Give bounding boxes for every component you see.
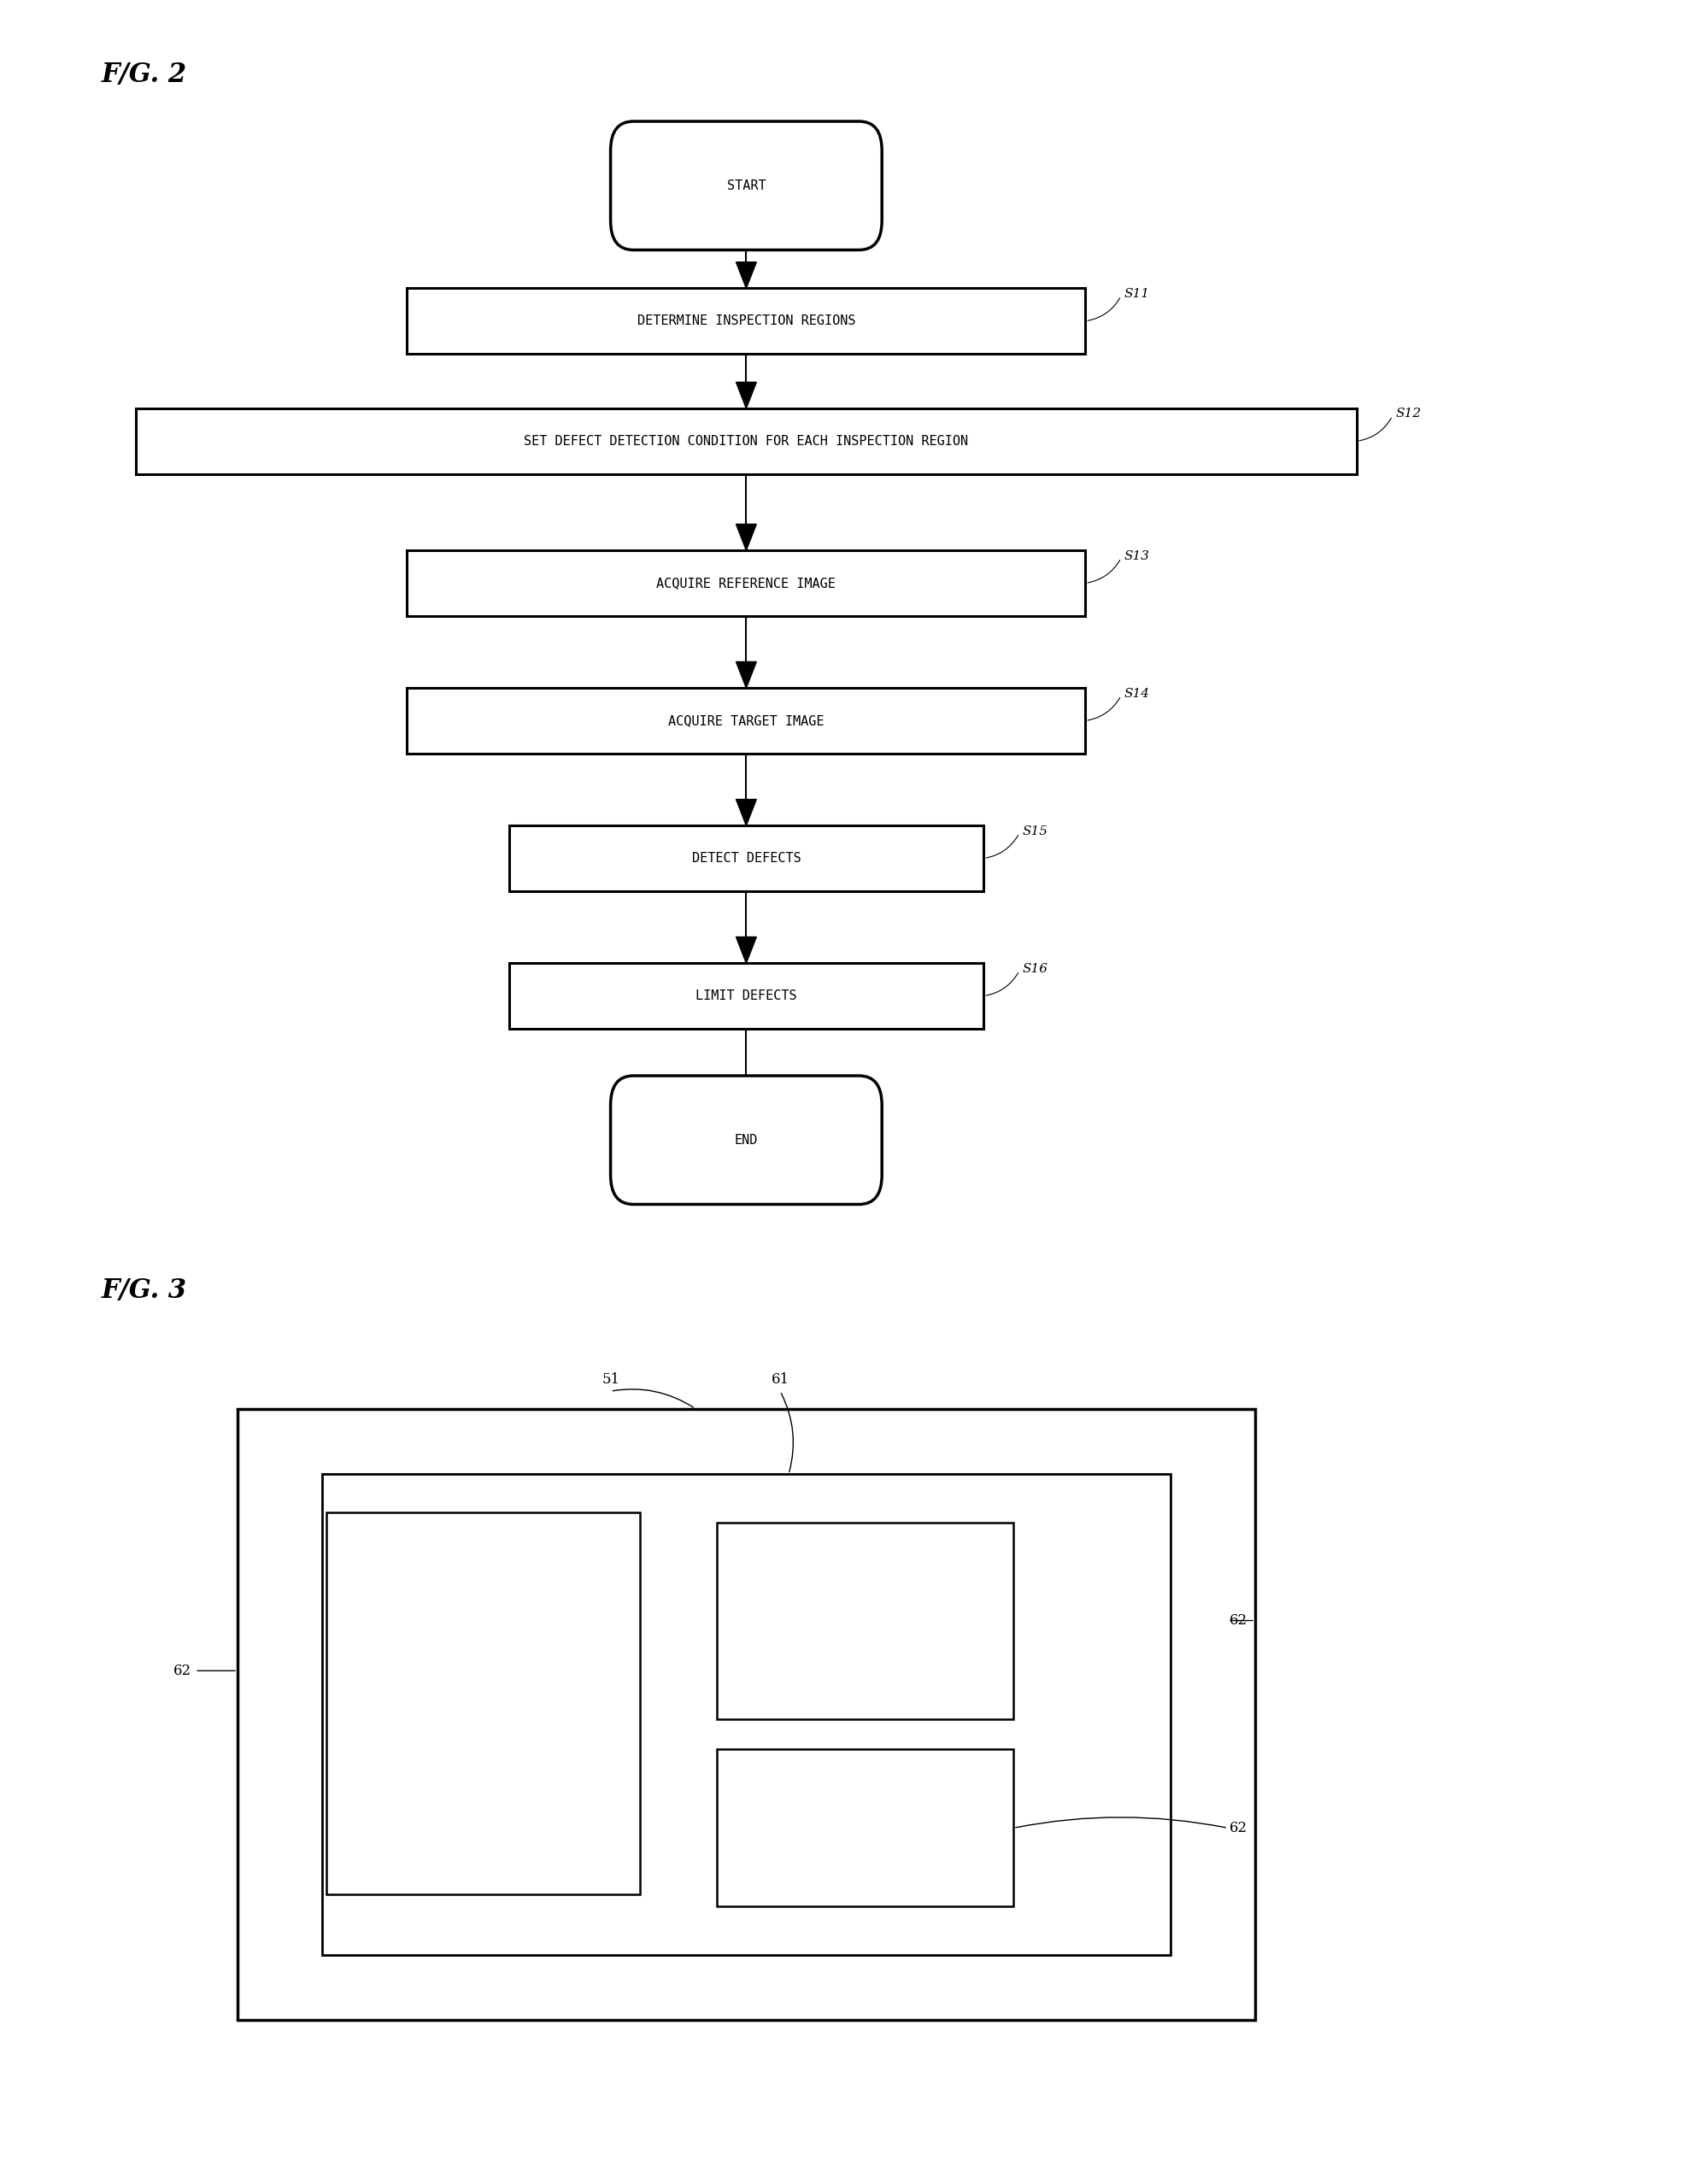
Polygon shape [736, 799, 756, 826]
Text: ACQUIRE REFERENCE IMAGE: ACQUIRE REFERENCE IMAGE [656, 577, 836, 590]
FancyBboxPatch shape [716, 1749, 1013, 1907]
FancyBboxPatch shape [136, 408, 1357, 474]
FancyBboxPatch shape [407, 688, 1085, 753]
Text: 62: 62 [1230, 1821, 1248, 1835]
FancyBboxPatch shape [611, 122, 882, 249]
Polygon shape [736, 1079, 756, 1105]
Text: 51: 51 [602, 1372, 621, 1387]
FancyBboxPatch shape [237, 1409, 1255, 2020]
Text: ACQUIRE TARGET IMAGE: ACQUIRE TARGET IMAGE [668, 714, 824, 727]
Text: SET DEFECT DETECTION CONDITION FOR EACH INSPECTION REGION: SET DEFECT DETECTION CONDITION FOR EACH … [524, 435, 968, 448]
Text: S14: S14 [1124, 688, 1150, 699]
FancyBboxPatch shape [509, 826, 984, 891]
FancyBboxPatch shape [326, 1511, 641, 1894]
Text: END: END [734, 1133, 758, 1147]
FancyBboxPatch shape [509, 963, 984, 1029]
FancyBboxPatch shape [322, 1474, 1170, 1955]
Polygon shape [736, 382, 756, 408]
Text: DETECT DEFECTS: DETECT DEFECTS [692, 852, 801, 865]
Text: 61: 61 [772, 1372, 790, 1387]
Text: S13: S13 [1124, 550, 1150, 561]
FancyBboxPatch shape [716, 1522, 1013, 1719]
Text: F/G. 3: F/G. 3 [102, 1278, 187, 1304]
Text: LIMIT DEFECTS: LIMIT DEFECTS [695, 989, 797, 1002]
FancyBboxPatch shape [407, 288, 1085, 354]
Text: START: START [728, 179, 765, 192]
Polygon shape [736, 262, 756, 288]
Text: S11: S11 [1124, 288, 1150, 299]
Text: DETERMINE INSPECTION REGIONS: DETERMINE INSPECTION REGIONS [638, 314, 855, 328]
Text: S15: S15 [1023, 826, 1048, 836]
Polygon shape [736, 937, 756, 963]
Polygon shape [736, 524, 756, 550]
Text: 62: 62 [1230, 1614, 1248, 1627]
Polygon shape [736, 662, 756, 688]
Text: S12: S12 [1396, 408, 1421, 419]
Text: 62: 62 [173, 1664, 192, 1677]
FancyBboxPatch shape [611, 1077, 882, 1203]
FancyBboxPatch shape [407, 550, 1085, 616]
Text: F/G. 2: F/G. 2 [102, 61, 187, 87]
Text: S16: S16 [1023, 963, 1048, 974]
